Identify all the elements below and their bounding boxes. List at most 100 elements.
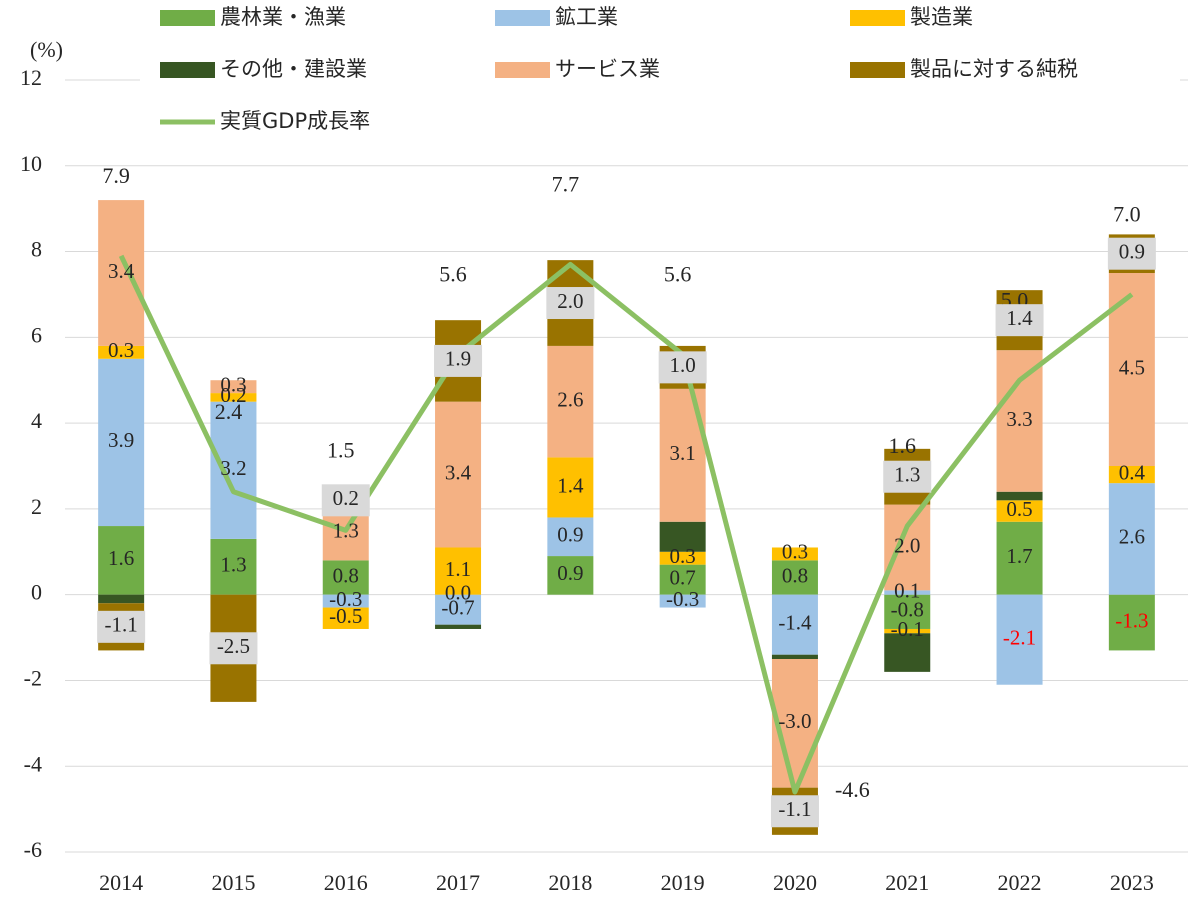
label-box [209, 632, 258, 665]
data-label: 7.0 [1113, 201, 1141, 226]
data-label: 2.0 [557, 289, 583, 313]
bar-segment [210, 380, 257, 394]
data-label: -2.5 [217, 634, 250, 658]
bar-segment [884, 628, 931, 634]
x-tick-label: 2023 [1110, 870, 1154, 895]
bar-segment [547, 517, 594, 557]
y-tick-label: 12 [20, 65, 42, 90]
data-label: 1.6 [108, 546, 134, 570]
bar-segment [98, 358, 145, 527]
bar-segment [996, 491, 1043, 501]
y-tick-label: -2 [24, 665, 42, 690]
bars [98, 200, 1155, 835]
legend-background [140, 0, 1180, 140]
bar-segment [547, 457, 594, 518]
data-label: 0.7 [670, 565, 696, 589]
data-label: 0.2 [333, 486, 359, 510]
legend-swatch [160, 10, 215, 26]
bar-segment [1108, 466, 1155, 484]
data-label: -0.5 [329, 604, 362, 628]
label-box [321, 484, 370, 517]
bar-segment [98, 345, 145, 359]
data-label: 5.6 [664, 262, 692, 287]
bar-segment [996, 594, 1043, 685]
legend-label: 製造業 [910, 5, 973, 29]
legend-label: 鉱工業 [555, 5, 618, 29]
label-box [1107, 237, 1156, 270]
bar-segment [996, 521, 1043, 595]
data-label: -0.7 [441, 595, 474, 619]
bar-segment [771, 547, 818, 561]
bar-segment [322, 607, 369, 629]
bar-segment [659, 564, 706, 595]
data-label: 0.8 [333, 563, 359, 587]
data-label: 4.5 [1119, 355, 1145, 379]
legend-label: その他・建設業 [220, 57, 367, 81]
data-label: 0.4 [1119, 460, 1146, 484]
bar-segment [659, 521, 706, 552]
data-label: -1.4 [778, 611, 812, 635]
legend-swatch [850, 10, 905, 26]
bar-segment [659, 551, 706, 565]
label-box [97, 610, 146, 643]
bar-segment [210, 401, 257, 539]
data-label: -1.3 [1115, 608, 1148, 632]
data-label: 1.5 [327, 437, 355, 462]
data-label: -3.0 [778, 709, 811, 733]
data-label: 1.4 [1006, 306, 1033, 330]
line [118, 254, 1134, 795]
bar-segment [435, 624, 482, 629]
data-label: 3.4 [108, 259, 135, 283]
legend-label: 製品に対する純税 [910, 57, 1078, 81]
bar-segment [996, 500, 1043, 522]
legend-swatch [850, 62, 905, 78]
data-label: 2.6 [1119, 525, 1145, 549]
x-tick-label: 2015 [211, 870, 255, 895]
data-label: 2.0 [894, 533, 920, 557]
data-label: 0.1 [894, 578, 920, 602]
data-label: -0.3 [666, 587, 699, 611]
legend-label: 実質GDP成長率 [220, 109, 370, 133]
data-label: 2.6 [557, 387, 583, 411]
data-label: 1.3 [894, 463, 920, 487]
label-box [995, 304, 1044, 337]
data-label: 1.3 [333, 518, 359, 542]
data-label: 3.3 [1006, 407, 1032, 431]
legend-swatch [160, 62, 215, 78]
y-tick-label: -4 [24, 751, 42, 776]
data-label: 1.1 [445, 557, 471, 581]
labels: 1.6 1.3 0.8 0.0 0.9 0.7 0.8 -0.8 1.7 -1.3 3.9 3.2 -0… [97, 237, 1156, 828]
y-tick-label: 6 [31, 322, 42, 347]
bar-segment [884, 590, 931, 595]
bar-segment [884, 633, 931, 672]
data-label: 0.9 [557, 561, 583, 585]
data-label: 0.3 [670, 544, 696, 568]
data-label: -1.1 [105, 613, 138, 637]
bar-segment [98, 594, 145, 604]
data-label: -1.1 [778, 797, 811, 821]
legend-label: 農林業・漁業 [220, 5, 346, 29]
y-tick-label: 4 [31, 408, 42, 433]
bar-segment [435, 401, 482, 548]
data-label: 1.7 [1006, 544, 1032, 568]
bar-segment [771, 560, 818, 595]
data-label: 0.3 [108, 338, 134, 362]
data-label: 1.0 [670, 353, 696, 377]
y-tick-label: 2 [31, 494, 42, 519]
data-label: 0.3 [782, 540, 808, 564]
data-label: 0.5 [1006, 497, 1032, 521]
data-label: -4.6 [835, 777, 870, 802]
bar-segment [547, 556, 594, 595]
y-tick-label: 10 [20, 151, 42, 176]
y-tick-label: 8 [31, 237, 42, 262]
x-tick-label: 2019 [661, 870, 705, 895]
bar-segment [996, 350, 1043, 492]
bar-segment [547, 345, 594, 458]
bar-segment [771, 594, 818, 655]
bar-segment [322, 594, 369, 608]
bar-segment [210, 538, 257, 595]
legend-swatch [495, 62, 550, 78]
legend-label: サービス業 [555, 57, 660, 81]
